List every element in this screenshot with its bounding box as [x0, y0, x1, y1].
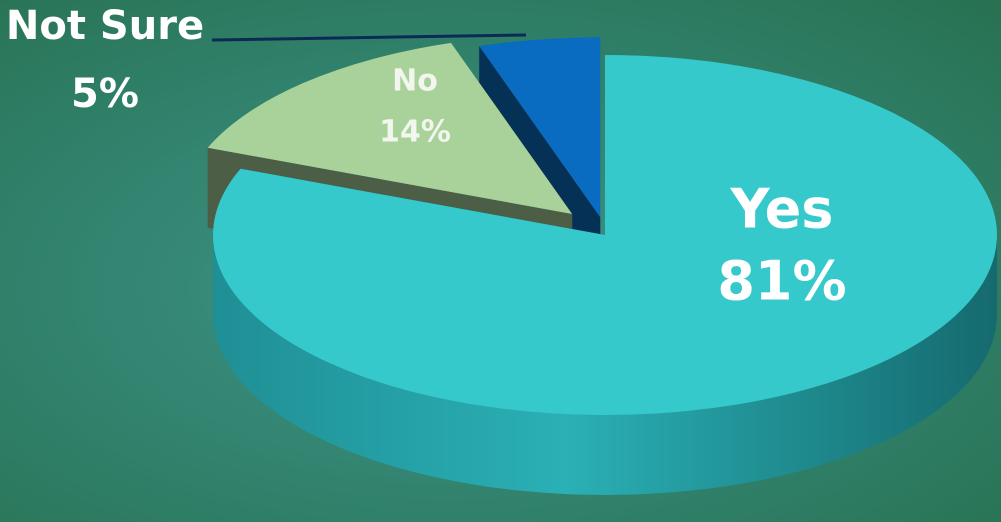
slice	[479, 37, 601, 218]
slice	[207, 42, 573, 215]
value-label: 81%	[717, 250, 846, 313]
slice-label: Not Sure	[6, 3, 204, 49]
leader-line	[211, 33, 527, 42]
value-label: 5%	[71, 71, 139, 117]
pie	[207, 37, 998, 495]
slice-wall	[213, 235, 997, 495]
slice-label: No	[392, 64, 438, 99]
slice-label: Yes	[730, 178, 834, 241]
value-label: 14%	[379, 115, 451, 150]
slice	[212, 55, 998, 416]
